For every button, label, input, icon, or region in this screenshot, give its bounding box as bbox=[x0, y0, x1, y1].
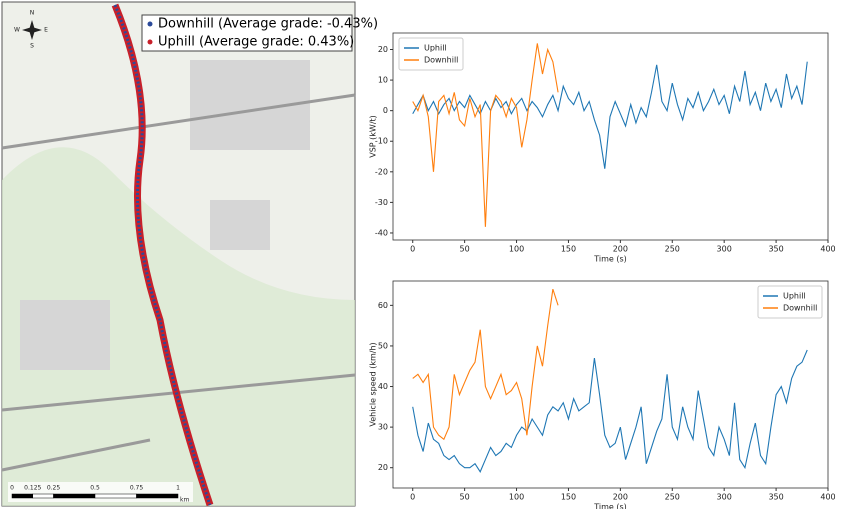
y-tick-label: 20 bbox=[378, 45, 388, 54]
x-tick-label: 0 bbox=[410, 493, 415, 502]
x-tick-label: 200 bbox=[613, 245, 628, 254]
y-tick-label: 30 bbox=[378, 423, 388, 432]
compass-label: N bbox=[30, 10, 35, 17]
y-tick-label: 10 bbox=[378, 76, 388, 85]
y-tick-label: -10 bbox=[375, 137, 388, 146]
scale-segment bbox=[94, 493, 137, 499]
scale-label: 0.25 bbox=[47, 485, 61, 492]
legend-box bbox=[398, 37, 464, 71]
y-tick-label: -30 bbox=[375, 198, 388, 207]
x-tick-label: 50 bbox=[460, 245, 470, 254]
x-tick-label: 250 bbox=[665, 493, 680, 502]
x-tick-label: 100 bbox=[509, 493, 524, 502]
y-tick-label: 0 bbox=[383, 106, 388, 115]
scale-label: 0 bbox=[10, 485, 14, 492]
x-tick-label: 300 bbox=[717, 245, 732, 254]
y-tick-label: 20 bbox=[378, 463, 388, 472]
scale-segment bbox=[32, 493, 54, 499]
buildings bbox=[20, 60, 310, 370]
series-line bbox=[412, 288, 559, 441]
x-tick-label: 300 bbox=[717, 493, 732, 502]
map-legend bbox=[141, 14, 353, 52]
downhill-route bbox=[113, 4, 212, 506]
x-tick-label: 350 bbox=[768, 245, 783, 254]
y-tick-label: 40 bbox=[378, 382, 388, 391]
x-tick-label: 350 bbox=[768, 493, 783, 502]
series-line bbox=[412, 61, 808, 169]
x-tick-label: 150 bbox=[561, 245, 576, 254]
legend-label: Uphill (Average grade: 0.43%) bbox=[158, 35, 354, 50]
y-axis-label: Vehicle speed (km/h) bbox=[369, 342, 378, 426]
legend-marker bbox=[147, 21, 153, 27]
series-line bbox=[412, 43, 559, 227]
legend-label: Uphill bbox=[424, 44, 447, 53]
compass-label: E bbox=[44, 27, 48, 34]
y-axis-label: VSP (kW/t) bbox=[369, 115, 378, 158]
series-line bbox=[412, 349, 808, 473]
compass-label: W bbox=[14, 27, 20, 34]
legend-label: Uphill bbox=[783, 292, 806, 301]
map: Downhill (Average grade: -0.43%) Uphill … bbox=[1, 1, 378, 507]
legend-marker bbox=[147, 39, 153, 45]
scale-label: 0.75 bbox=[130, 485, 144, 492]
x-tick-label: 50 bbox=[460, 493, 470, 502]
x-tick-label: 0 bbox=[410, 245, 415, 254]
legend-label: Downhill bbox=[783, 304, 817, 313]
x-axis-label: Time (s) bbox=[593, 255, 627, 264]
x-tick-label: 400 bbox=[820, 245, 835, 254]
x-tick-label: 150 bbox=[561, 493, 576, 502]
x-axis-label: Time (s) bbox=[593, 503, 627, 510]
scale-label: 0.5 bbox=[90, 485, 100, 492]
y-tick-label: -40 bbox=[375, 228, 388, 237]
scale-segment bbox=[11, 493, 33, 499]
x-tick-label: 200 bbox=[613, 493, 628, 502]
legend-label: Downhill (Average grade: -0.43%) bbox=[158, 17, 378, 32]
legend-box bbox=[757, 285, 823, 319]
compass-label: S bbox=[30, 43, 34, 50]
scale-unit: km bbox=[180, 497, 189, 504]
legend-label: Downhill bbox=[424, 56, 458, 65]
scale-label: 1 bbox=[176, 485, 180, 492]
x-tick-label: 400 bbox=[820, 493, 835, 502]
plot-frame bbox=[392, 32, 829, 241]
y-tick-label: 50 bbox=[378, 341, 388, 350]
y-tick-label: -20 bbox=[375, 167, 388, 176]
scale-label: 0.125 bbox=[24, 485, 41, 492]
scale-segment bbox=[53, 493, 96, 499]
scale-segment bbox=[136, 493, 179, 499]
x-tick-label: 250 bbox=[665, 245, 680, 254]
green-area bbox=[2, 147, 355, 506]
plot-frame bbox=[392, 280, 829, 489]
x-tick-label: 100 bbox=[509, 245, 524, 254]
y-tick-label: 60 bbox=[378, 301, 388, 310]
scale-bar: 0 0.125 0.25 0.5 0.75 1km bbox=[8, 482, 193, 504]
compass: N S E W bbox=[14, 10, 48, 50]
